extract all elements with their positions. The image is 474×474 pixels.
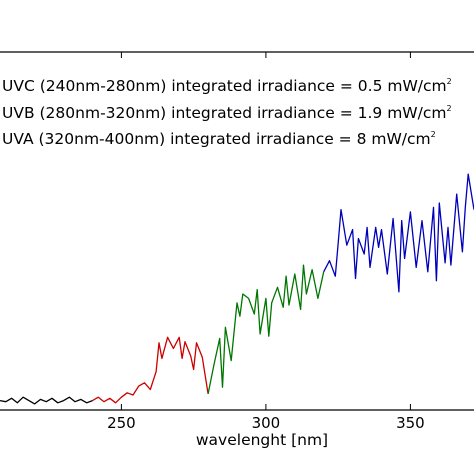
series-line-3 [323,173,474,293]
annotation-uva: UVA (320nm-400nm) integrated irradiance … [2,130,436,148]
annotation-uva-text: UVA (320nm-400nm) integrated irradiance … [2,130,431,148]
annotation-uvc: UVC (240nm-280nm) integrated irradiance … [2,77,452,95]
series-line-2 [207,264,325,395]
series-line-0 [0,396,93,405]
annotation-uvb: UVB (280nm-320nm) integrated irradiance … [2,104,452,122]
annotation-uvc-text: UVC (240nm-280nm) integrated irradiance … [2,77,447,95]
x-tick-layer: 250 300 350 [107,52,425,432]
x-axis-label: wavelenght [nm] [196,431,328,449]
x-tick-label-1: 300 [252,414,281,432]
annotation-uvc-sup: 2 [447,77,452,86]
series-line-1 [92,336,209,404]
x-tick-label-0: 250 [107,414,136,432]
x-tick-label-2: 350 [396,414,425,432]
annotation-uvb-text: UVB (280nm-320nm) integrated irradiance … [2,104,446,122]
series-layer [0,173,474,405]
annotation-uvb-sup: 2 [446,104,451,113]
annotation-uva-sup: 2 [431,130,436,139]
